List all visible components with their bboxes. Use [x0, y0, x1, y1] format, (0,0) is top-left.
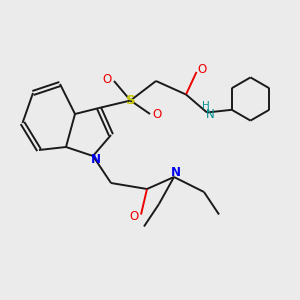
Text: O: O — [103, 73, 112, 86]
Text: N: N — [170, 166, 181, 179]
Text: H: H — [202, 101, 209, 111]
Text: N: N — [206, 107, 214, 121]
Text: S: S — [126, 94, 135, 107]
Text: O: O — [152, 107, 161, 121]
Text: O: O — [198, 62, 207, 76]
Text: O: O — [130, 209, 139, 223]
Text: N: N — [90, 153, 100, 167]
